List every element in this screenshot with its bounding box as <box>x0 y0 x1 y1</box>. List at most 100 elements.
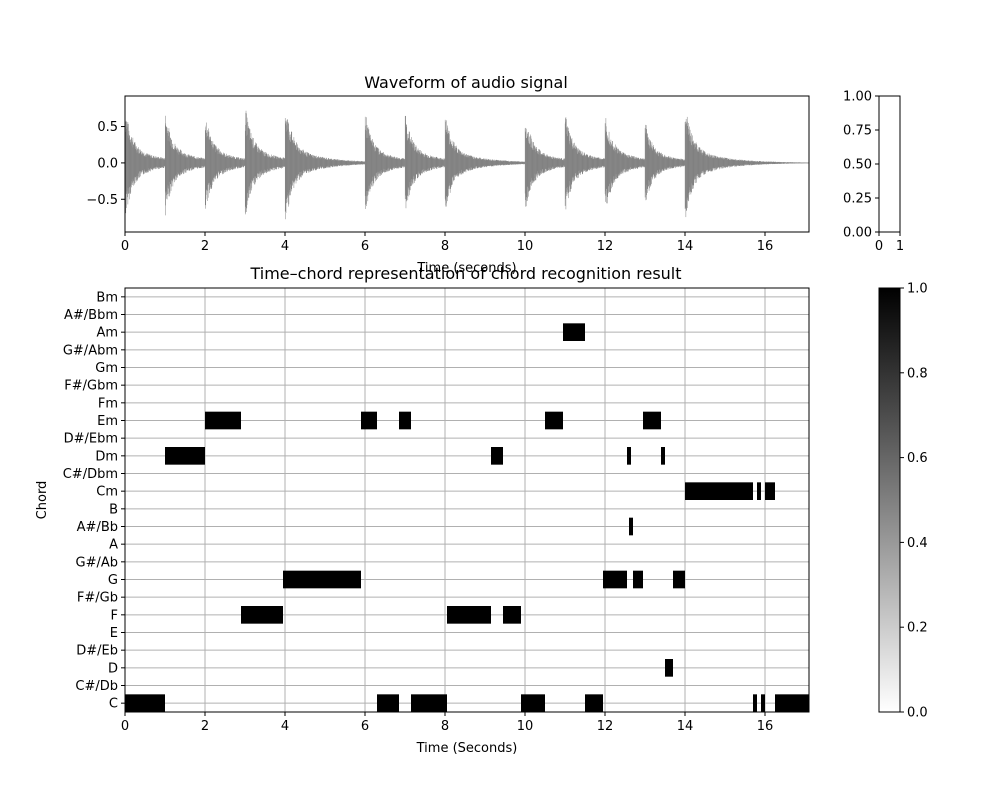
colorbar-tick-label: 0.4 <box>907 536 928 551</box>
chord-y-ticks: C C#/Db D D#/Eb EF F#/Gb G G#/Ab A A#/Bb B Cm C#/Dbm… <box>63 290 125 712</box>
waveform-series <box>124 110 810 220</box>
chord-segment <box>399 411 411 430</box>
waveform-x-tick-label: 4 <box>281 239 289 254</box>
chord-x-ticks: 0 2 4 6 8 10 12 14 16 <box>121 712 773 734</box>
chord-y-tick-label: F#/Gb <box>77 591 118 606</box>
waveform-x-label: Time (seconds) <box>416 261 516 276</box>
chord-y-tick-label: C#/Dbm <box>63 467 118 482</box>
chord-segment <box>761 694 765 712</box>
chord-y-tick-label: B <box>109 502 118 517</box>
chord-segment <box>633 570 643 589</box>
side-y-tick-label: 0.25 <box>843 192 872 207</box>
chord-segment <box>661 447 665 465</box>
side-y-tick-label: 0.00 <box>843 226 872 241</box>
chord-y-tick-label: Cm <box>96 485 118 500</box>
waveform-frame <box>124 95 810 233</box>
chord-segment <box>241 606 283 624</box>
chord-y-tick-label: F#/Gbm <box>64 379 118 394</box>
chord-segment <box>627 447 631 465</box>
chord-x-tick-label: 12 <box>597 719 614 734</box>
waveform-x-tick-label: 10 <box>517 239 534 254</box>
chord-segment <box>629 517 633 536</box>
chord-segment <box>377 694 399 712</box>
colorbar-tick-label: 0.2 <box>907 621 928 636</box>
chord-segment <box>165 447 205 465</box>
waveform-x-tick-label: 16 <box>757 239 774 254</box>
chord-y-tick-label: E <box>110 626 118 641</box>
chord-segment <box>205 411 241 430</box>
chord-y-tick-label: Em <box>97 414 118 429</box>
chord-x-tick-label: 4 <box>281 719 289 734</box>
chord-x-tick-label: 14 <box>677 719 694 734</box>
waveform-x-tick-label: 6 <box>361 239 369 254</box>
chord-y-label: Chord <box>35 481 50 520</box>
colorbar-tick-label: 0.8 <box>907 366 928 381</box>
chord-y-tick-label: A#/Bb <box>77 520 118 535</box>
side-axes-y-ticks: 0.00 0.25 0.50 0.75 1.00 <box>843 90 879 241</box>
chord-x-tick-label: 6 <box>361 719 369 734</box>
chord-y-tick-label: G#/Abm <box>63 343 118 358</box>
colorbar-tick-label: 0.6 <box>907 451 928 466</box>
chord-segment <box>447 606 491 624</box>
chord-y-tick-label: A#/Bbm <box>64 308 118 323</box>
waveform-x-tick-label: 14 <box>677 239 694 254</box>
chord-y-tick-label: G#/Ab <box>76 555 119 570</box>
colorbar-tick-label: 1.0 <box>907 282 928 297</box>
chord-segment <box>411 694 447 712</box>
waveform-y-tick-label: 0.0 <box>97 156 118 171</box>
waveform-title: Waveform of audio signal <box>364 73 568 92</box>
chord-segment <box>545 411 563 430</box>
chord-segment <box>521 694 545 712</box>
chord-y-tick-label: D#/Ebm <box>64 432 118 447</box>
chord-segment <box>563 323 585 341</box>
chord-segment <box>603 570 627 589</box>
waveform-y-tick-label: −0.5 <box>86 193 118 208</box>
colorbar: 0.0 0.2 0.4 0.6 0.8 1.0 <box>878 282 928 721</box>
chord-segment <box>775 694 809 712</box>
chord-y-tick-label: A <box>109 538 118 553</box>
chord-segment <box>685 482 753 500</box>
chord-x-tick-label: 0 <box>121 719 129 734</box>
side-axes-frame <box>878 95 901 233</box>
chord-y-tick-label: G <box>108 573 118 588</box>
chord-segment <box>673 570 685 589</box>
chord-segment <box>125 694 165 712</box>
waveform-x-tick-label: 8 <box>441 239 449 254</box>
chord-y-tick-label: D#/Eb <box>76 644 118 659</box>
chord-x-tick-label: 10 <box>517 719 534 734</box>
chord-x-tick-label: 8 <box>441 719 449 734</box>
chord-y-tick-label: Gm <box>95 361 118 376</box>
chord-title: Time–chord representation of chord recog… <box>249 264 681 283</box>
chord-y-tick-label: Dm <box>95 449 118 464</box>
chord-x-tick-label: 2 <box>201 719 209 734</box>
chord-segment <box>503 606 521 624</box>
chord-segment <box>585 694 603 712</box>
side-x-tick-label: 0 <box>875 239 883 254</box>
chord-x-tick-label: 16 <box>757 719 774 734</box>
colorbar-ticks: 0.0 0.2 0.4 0.6 0.8 1.0 <box>900 282 928 721</box>
chord-segment <box>361 411 377 430</box>
waveform-axes: Waveform of audio signal 0 2 4 6 8 10 12 14 16 0… <box>86 73 810 276</box>
chord-y-tick-label: Am <box>96 326 118 341</box>
side-x-tick-label: 1 <box>896 239 904 254</box>
side-y-tick-label: 0.50 <box>843 158 872 173</box>
colorbar-gradient <box>878 287 901 713</box>
side-y-tick-label: 0.75 <box>843 124 872 139</box>
chord-segment <box>643 411 661 430</box>
waveform-x-tick-label: 0 <box>121 239 129 254</box>
waveform-y-ticks: 0.5 0.0 −0.5 <box>86 120 125 208</box>
chord-axes: Time–chord representation of chord recog… <box>35 264 810 756</box>
chord-segment <box>665 659 673 677</box>
chord-y-tick-label: D <box>108 661 118 676</box>
side-y-tick-label: 1.00 <box>843 90 872 105</box>
chord-segment <box>757 482 761 500</box>
chord-x-label: Time (Seconds) <box>416 741 518 756</box>
waveform-y-tick-label: 0.5 <box>97 120 118 135</box>
chord-frame <box>124 287 810 713</box>
chord-segment <box>283 570 361 589</box>
chord-y-tick-label: C <box>109 697 118 712</box>
chord-y-tick-label: Bm <box>96 290 118 305</box>
